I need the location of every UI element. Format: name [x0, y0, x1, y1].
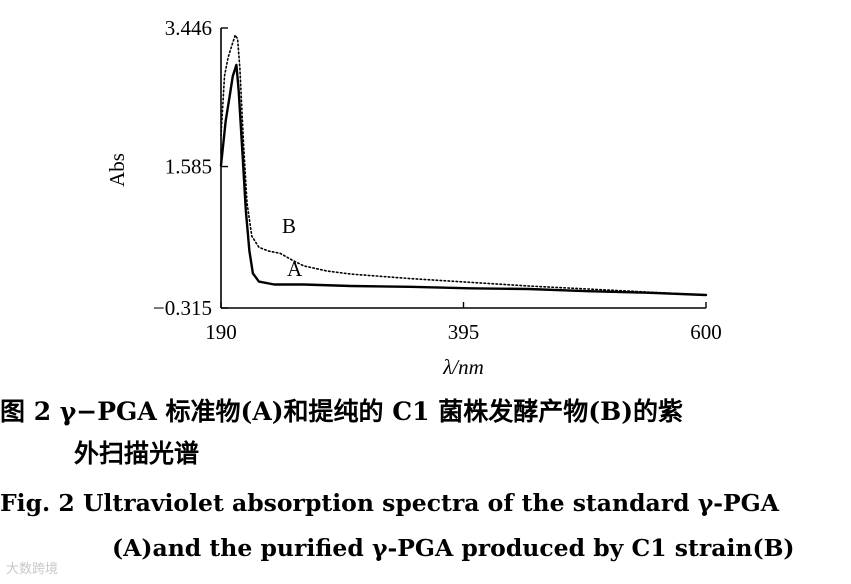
y-tick-label-1: 1.585	[165, 155, 212, 179]
labels-layer: 190 395 600 −0.315 1.585 3.446 λ/nm Abs AB	[105, 16, 722, 379]
y-tick-label-2: 3.446	[165, 16, 212, 40]
y-axis-title: Abs	[105, 153, 129, 187]
x-axis-title: λ/nm	[442, 355, 484, 379]
x-tick-label-395: 395	[448, 320, 480, 344]
y-tick-label-0: −0.315	[153, 296, 212, 320]
caption-en-line1: Fig. 2 Ultraviolet absorption spectra of…	[0, 489, 779, 517]
series-label-B: B	[282, 214, 296, 238]
series-line-B	[220, 34, 707, 296]
series-layer	[219, 34, 708, 297]
series-label-A: A	[287, 257, 303, 281]
watermark-text: 大数跨境	[6, 562, 59, 577]
caption-cn-line1: 图 2 γ−PGA 标准物(A)和提纯的 C1 菌株发酵产物(B)的紫	[0, 397, 684, 426]
caption-cn-line2: 外扫描光谱	[74, 439, 200, 468]
axes	[220, 27, 707, 309]
x-tick-label-190: 190	[205, 320, 237, 344]
x-tick-label-600: 600	[690, 320, 722, 344]
caption-en-line2: (A)and the purified γ-PGA produced by C1…	[112, 534, 795, 562]
series-line-A	[219, 63, 708, 297]
